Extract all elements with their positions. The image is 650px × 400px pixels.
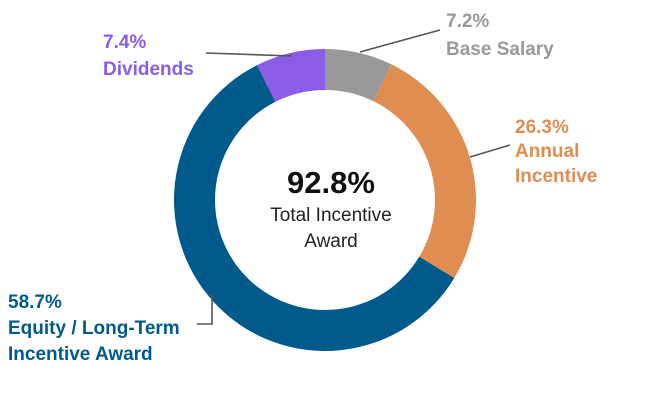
slice-dividends bbox=[257, 49, 325, 102]
label-base-salary-percent: 7.2% bbox=[446, 11, 489, 32]
label-annual-incentive-name-line1: Annual bbox=[515, 141, 579, 162]
label-annual-incentive-percent: 26.3% bbox=[515, 117, 569, 138]
label-annual-incentive-name-line2: Incentive bbox=[515, 166, 597, 187]
label-dividends-name: Dividends bbox=[103, 59, 194, 80]
leader-line-annual-incentive bbox=[469, 144, 511, 158]
leader-line-base-salary bbox=[359, 29, 441, 53]
donut-slices bbox=[174, 49, 476, 352]
center-total-value: 92.8% bbox=[287, 165, 375, 200]
label-equity-long-term-name-line1: Equity / Long-Term bbox=[8, 318, 180, 339]
leader-line-equity-long-term bbox=[197, 294, 213, 325]
slice-equity-long-term bbox=[174, 65, 455, 352]
center-label-line2: Award bbox=[304, 231, 358, 252]
label-equity-long-term-percent: 58.7% bbox=[8, 292, 62, 313]
slice-annual-incentive bbox=[373, 64, 476, 278]
label-base-salary-name: Base Salary bbox=[446, 39, 554, 60]
label-equity-long-term-name-line2: Incentive Award bbox=[8, 344, 153, 365]
slice-base-salary bbox=[325, 49, 392, 102]
center-label-line1: Total Incentive bbox=[270, 205, 391, 226]
label-dividends-percent: 7.4% bbox=[103, 32, 146, 53]
leader-line-dividends bbox=[205, 52, 293, 57]
